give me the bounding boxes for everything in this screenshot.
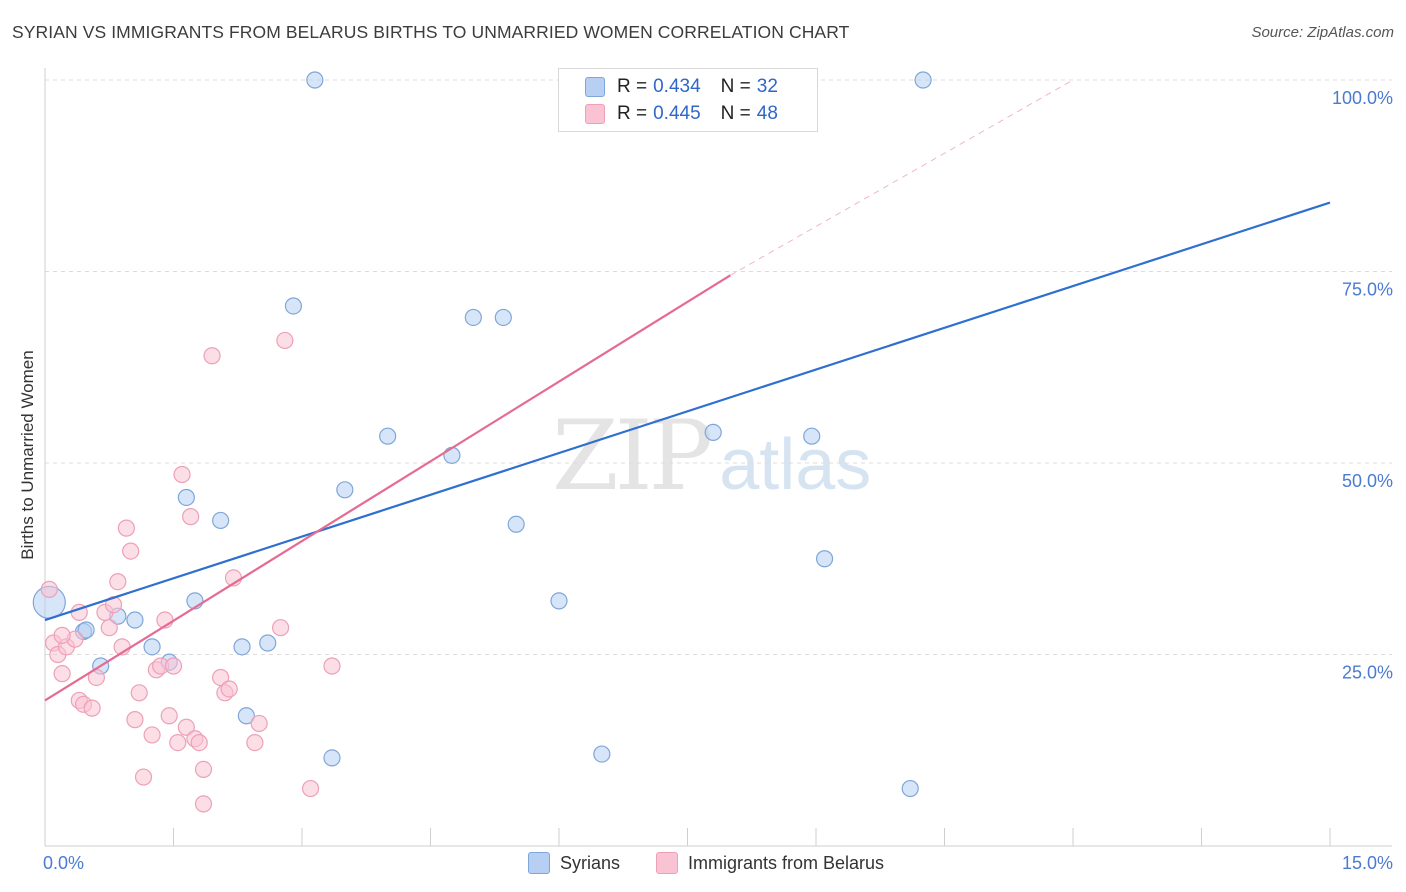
legend-swatch-syrians <box>585 77 605 97</box>
syrian-point <box>901 779 919 798</box>
belarus-point <box>164 657 183 675</box>
syrian-point <box>126 611 144 629</box>
syrian-point <box>593 745 611 763</box>
series-legend: Syrians Immigrants from Belarus <box>0 852 1406 878</box>
belarus-point <box>246 733 264 752</box>
syrian-point <box>507 515 525 533</box>
series-legend-syrians: Syrians <box>528 852 620 874</box>
legend-n-value: 32 <box>756 76 778 97</box>
syrian-point <box>379 427 397 445</box>
syrian-trend-line <box>44 201 1331 622</box>
belarus-point <box>271 619 290 637</box>
belarus-point <box>301 779 320 798</box>
syrian-point <box>914 71 932 89</box>
belarus-point <box>194 760 213 779</box>
syrian-point <box>143 638 161 656</box>
belarus-point <box>53 665 71 683</box>
syrian-point <box>494 308 512 327</box>
belarus-point <box>190 733 208 752</box>
belarus-point <box>203 347 221 365</box>
belarus-point <box>173 465 191 484</box>
belarus-point <box>220 680 238 698</box>
stats-legend: R = 0.434 N = 32 R = 0.445 N = 48 <box>558 68 818 132</box>
series-label-belarus: Immigrants from Belarus <box>688 852 885 873</box>
syrian-point <box>704 423 722 441</box>
legend-n-label: N = <box>720 76 751 97</box>
syrian-point <box>233 638 251 656</box>
belarus-point <box>276 331 294 350</box>
grid-lines <box>45 79 1392 655</box>
syrian-point <box>77 621 95 639</box>
x-tick-label: 0.0% <box>43 853 84 873</box>
belarus-point <box>83 699 101 717</box>
belarus-point <box>160 707 178 725</box>
trend-lines <box>44 79 1331 702</box>
syrian-point <box>443 446 461 464</box>
belarus-point <box>53 626 71 644</box>
syrian-point <box>212 511 230 530</box>
syrian-point <box>803 427 821 445</box>
belarus-point <box>177 718 195 736</box>
belarus-point <box>194 795 213 813</box>
belarus-point <box>182 508 200 526</box>
belarus-point <box>143 726 161 744</box>
syrian-point <box>237 707 255 725</box>
legend-row-belarus: R = 0.445 N = 48 <box>585 102 778 126</box>
belarus-trend-line <box>44 274 731 702</box>
chart-title: SYRIAN VS IMMIGRANTS FROM BELARUS BIRTHS… <box>12 22 850 42</box>
y-tick-label: 75.0% <box>1342 280 1393 300</box>
belarus-point <box>134 768 153 786</box>
belarus-point <box>100 619 118 637</box>
tick-labels: 25.0% 50.0% 75.0% 100.0% 0.0% 15.0% <box>43 88 1393 873</box>
belarus-point <box>109 573 127 591</box>
data-points <box>32 71 932 813</box>
belarus-point <box>117 519 135 537</box>
y-tick-label: 25.0% <box>1342 663 1393 683</box>
syrian-point <box>323 749 341 767</box>
legend-r-label: R = <box>617 103 648 124</box>
syrian-point <box>464 308 482 327</box>
y-tick-label: 50.0% <box>1342 471 1393 491</box>
legend-r-label: R = <box>617 76 648 97</box>
legend-r-value: 0.445 <box>653 103 701 124</box>
belarus-point <box>122 542 140 560</box>
y-tick-label: 100.0% <box>1332 88 1393 108</box>
syrian-point <box>177 488 195 507</box>
legend-row-syrians: R = 0.434 N = 32 <box>585 75 778 99</box>
series-label-syrians: Syrians <box>560 852 621 873</box>
belarus-point <box>40 580 58 598</box>
belarus-point <box>130 684 148 702</box>
legend-swatch-belarus <box>585 104 605 124</box>
axes <box>44 68 1392 847</box>
belarus-point <box>169 733 187 752</box>
legend-n-value: 48 <box>756 103 778 124</box>
series-legend-belarus: Immigrants from Belarus <box>656 852 884 874</box>
syrian-point <box>284 297 303 315</box>
x-tick-label: 15.0% <box>1342 853 1393 873</box>
legend-r-value: 0.434 <box>653 76 701 97</box>
belarus-point <box>126 711 144 729</box>
syrian-point <box>336 481 354 499</box>
syrian-point <box>259 634 277 652</box>
syrian-point <box>550 592 568 610</box>
series-swatch-syrians <box>528 852 550 874</box>
legend-n-label: N = <box>720 103 751 124</box>
syrian-point <box>306 71 324 89</box>
belarus-point <box>323 657 341 675</box>
syrian-point <box>815 550 834 568</box>
series-swatch-belarus <box>656 852 678 874</box>
source-label: Source: ZipAtlas.com <box>1251 24 1394 41</box>
belarus-point <box>250 714 268 733</box>
